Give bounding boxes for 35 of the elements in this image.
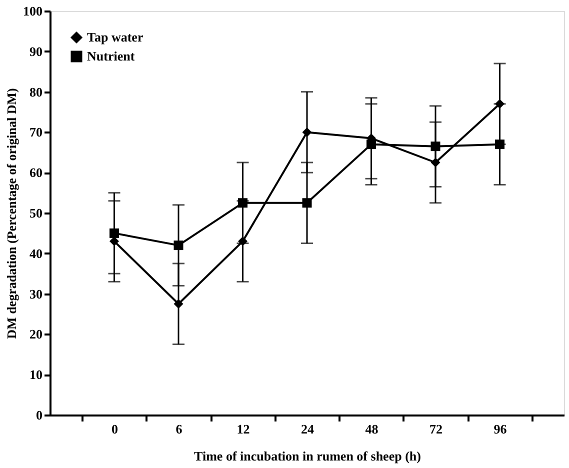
y-tick-label: 10 [30, 367, 42, 382]
point [238, 236, 248, 246]
point [174, 240, 184, 250]
point [110, 236, 119, 246]
y-tick-label: 90 [30, 44, 42, 59]
point [238, 198, 248, 208]
point [430, 142, 440, 152]
y-tick-label: 80 [30, 84, 42, 100]
point [495, 140, 504, 150]
y-tick-label: 30 [30, 286, 42, 302]
x-axis-title: Time of incubation in rumen of sheep (h) [194, 448, 421, 464]
y-axis-title: DM degradation (Percentage of original DM) [4, 88, 19, 339]
x-tick-label: 48 [365, 422, 379, 436]
legend-label: Nutrient [87, 48, 136, 64]
point [495, 99, 504, 109]
y-tick-label: 60 [30, 165, 42, 180]
point [430, 158, 440, 168]
y-tick-label: 100 [23, 4, 42, 18]
point [110, 228, 119, 238]
x-tick-label: 72 [430, 422, 442, 436]
x-tick-label: 6 [176, 422, 183, 436]
point [302, 198, 312, 208]
y-tick-label: 20 [30, 326, 42, 342]
x-tick-label: 24 [301, 422, 314, 436]
point [174, 299, 184, 309]
x-tick-label: 0 [112, 422, 118, 436]
point [366, 140, 376, 150]
y-tick-label: 0 [36, 408, 42, 422]
y-tick-label: 70 [30, 124, 42, 140]
x-tick-label: 96 [494, 422, 508, 436]
x-tick-label: 12 [236, 422, 250, 436]
y-tick-label: 40 [30, 246, 42, 261]
y-tick-label: 50 [30, 206, 42, 220]
legend-label: Tap water [87, 30, 144, 44]
point [302, 127, 312, 137]
